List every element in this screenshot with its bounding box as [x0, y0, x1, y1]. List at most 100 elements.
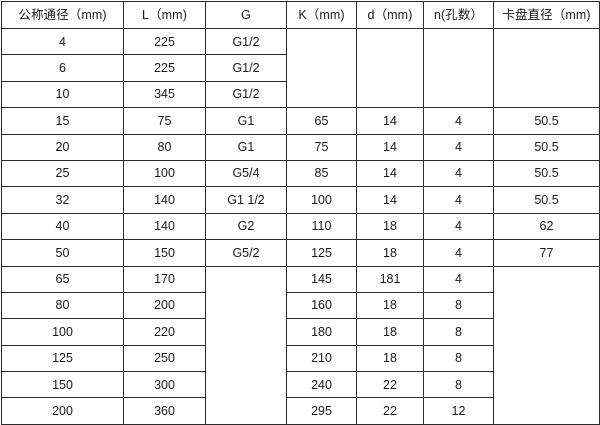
cell-length: 150	[123, 239, 206, 267]
table-row: 4 225 G1/2	[1, 27, 600, 109]
cell-k: 75	[286, 133, 357, 161]
cell-k: 125	[286, 239, 357, 267]
cell-n-holes: 12	[423, 397, 494, 425]
cell-n-holes: 4	[423, 107, 494, 135]
table-row: 100 220 180 18 8	[1, 318, 600, 346]
cell-nominal-diameter: 25	[1, 159, 124, 188]
cell-length: 250	[123, 344, 206, 373]
cell-n-holes: 4	[423, 212, 494, 241]
cell-thread: G5/2	[205, 239, 287, 267]
cell-length: 225	[123, 54, 206, 82]
cell-n-holes: 8	[423, 318, 494, 346]
cell-nominal-diameter: 100	[1, 318, 124, 346]
column-header-n-holes: n(孔数）	[423, 1, 494, 29]
cell-d: 14	[356, 159, 424, 188]
cell-nominal-diameter: 125	[1, 344, 124, 373]
cell-chuck-diameter: 50.5	[493, 133, 600, 161]
cell-k: 65	[286, 107, 357, 135]
cell-thread: G1/2	[205, 80, 287, 109]
cell-length: 140	[123, 186, 206, 214]
column-header-chuck-diameter: 卡盘直径（mm)	[493, 1, 600, 29]
cell-length: 140	[123, 212, 206, 241]
cell-k: 160	[286, 291, 357, 320]
cell-n-holes: 8	[423, 371, 494, 399]
table-row: 6 225 G1/2	[1, 54, 600, 82]
table-row: 15 75 G1 65 14 4 50.5	[1, 107, 600, 135]
cell-length: 345	[123, 80, 206, 109]
cell-length: 80	[123, 133, 206, 161]
table-row: 25 100 G5/4 85 14 4 50.5	[1, 159, 600, 188]
cell-n-holes: 4	[423, 239, 494, 267]
cell-thread: G1/2	[205, 27, 287, 56]
cell-n-holes: 4	[423, 265, 494, 293]
cell-thread: G1	[205, 107, 287, 135]
table-row: 20 80 G1 75 14 4 50.5	[1, 133, 600, 161]
cell-d: 14	[356, 133, 424, 161]
cell-d: 22	[356, 397, 424, 425]
cell-d: 18	[356, 212, 424, 241]
cell-d: 22	[356, 371, 424, 399]
cell-nominal-diameter: 6	[1, 54, 124, 82]
cell-thread: G1/2	[205, 54, 287, 82]
cell-length: 170	[123, 265, 206, 293]
cell-length: 200	[123, 291, 206, 320]
cell-nominal-diameter: 10	[1, 80, 124, 109]
cell-thread: G1 1/2	[205, 186, 287, 214]
cell-n-holes: 8	[423, 291, 494, 320]
cell-d: 181	[356, 265, 424, 293]
cell-length: 225	[123, 27, 206, 56]
table-row: 32 140 G1 1/2 100 14 4 50.5	[1, 186, 600, 214]
cell-k-blank	[286, 27, 357, 109]
cell-d: 14	[356, 186, 424, 214]
cell-k: 210	[286, 344, 357, 373]
cell-nominal-diameter: 50	[1, 239, 124, 267]
cell-nominal-diameter: 15	[1, 107, 124, 135]
cell-d: 18	[356, 344, 424, 373]
cell-chuck-diameter: 62	[493, 212, 600, 241]
cell-thread: G1	[205, 133, 287, 161]
table-body: 4 225 G1/2 6 225 G1/2 10 345 G1/2 15 75 G1 65 14 4 50.5…	[1, 27, 600, 425]
cell-chuck-diameter: 50.5	[493, 186, 600, 214]
cell-length: 360	[123, 397, 206, 425]
cell-n-holes: 4	[423, 159, 494, 188]
cell-d: 14	[356, 107, 424, 135]
table-row: 65 170 145 181 4	[1, 265, 600, 425]
column-header-k: K（mm)	[286, 1, 357, 29]
cell-nominal-diameter: 32	[1, 186, 124, 214]
column-header-length: L（mm)	[123, 1, 206, 29]
cell-k: 295	[286, 397, 357, 425]
cell-thread: G5/4	[205, 159, 287, 188]
table-header: 公称通径（mm) L（mm) G K（mm) d（mm) n(孔数） 卡盘直径（…	[1, 1, 600, 29]
column-header-thread: G	[205, 1, 287, 29]
table-row: 40 140 G2 110 18 4 62	[1, 212, 600, 241]
cell-k: 85	[286, 159, 357, 188]
cell-nominal-diameter: 40	[1, 212, 124, 241]
cell-k: 240	[286, 371, 357, 399]
cell-chuck-diameter: 77	[493, 239, 600, 267]
cell-nominal-diameter: 65	[1, 265, 124, 293]
cell-d: 18	[356, 239, 424, 267]
cell-nominal-diameter: 20	[1, 133, 124, 161]
cell-chuck-diameter-blank-top	[493, 27, 600, 109]
table-row: 125 250 210 18 8	[1, 344, 600, 373]
header-row: 公称通径（mm) L（mm) G K（mm) d（mm) n(孔数） 卡盘直径（…	[1, 1, 600, 29]
cell-d: 18	[356, 291, 424, 320]
cell-n-holes: 8	[423, 344, 494, 373]
cell-k: 100	[286, 186, 357, 214]
cell-nominal-diameter: 150	[1, 371, 124, 399]
cell-length: 220	[123, 318, 206, 346]
cell-n-holes: 4	[423, 186, 494, 214]
cell-thread-blank	[205, 265, 287, 425]
cell-thread: G2	[205, 212, 287, 241]
cell-length: 75	[123, 107, 206, 135]
column-header-d: d（mm)	[356, 1, 424, 29]
table-row: 10 345 G1/2	[1, 80, 600, 109]
cell-k: 145	[286, 265, 357, 293]
cell-n-holes: 4	[423, 133, 494, 161]
cell-k: 180	[286, 318, 357, 346]
cell-nominal-diameter: 80	[1, 291, 124, 320]
cell-d: 18	[356, 318, 424, 346]
column-header-nominal-diameter: 公称通径（mm)	[1, 1, 124, 29]
